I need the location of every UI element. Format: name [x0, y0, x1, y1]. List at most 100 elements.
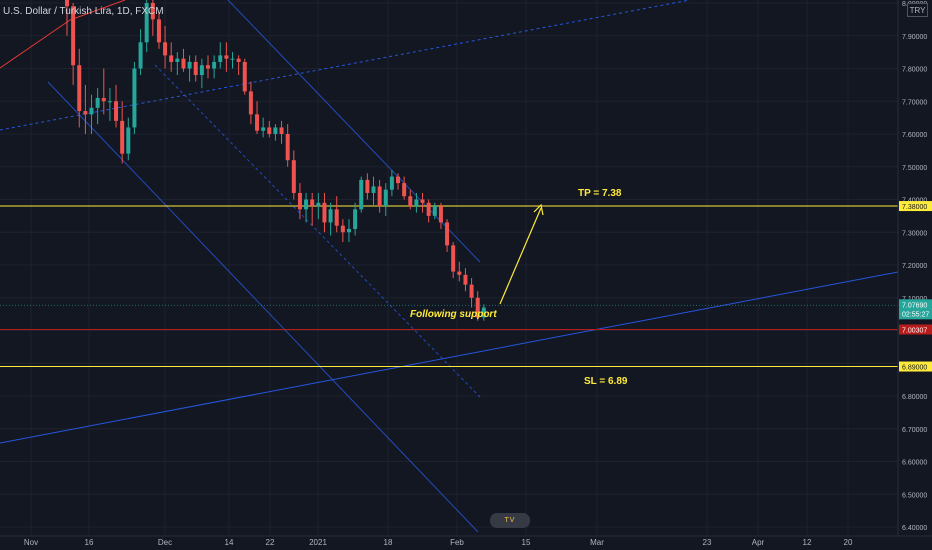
candle[interactable] [156, 12, 161, 49]
candle-body [187, 61, 192, 69]
candle[interactable] [150, 0, 155, 36]
candle[interactable] [353, 202, 358, 236]
candle[interactable] [120, 101, 125, 164]
candle-body [193, 61, 198, 76]
candle[interactable] [144, 0, 149, 53]
candle[interactable] [279, 120, 284, 144]
candle[interactable] [365, 173, 370, 200]
annotation-tp[interactable]: TP = 7.38 [578, 188, 622, 199]
candle[interactable] [420, 192, 425, 213]
candle[interactable] [199, 58, 204, 89]
candle-body [199, 65, 204, 76]
candle[interactable] [396, 173, 401, 190]
candle-body [469, 284, 474, 298]
candle[interactable] [77, 48, 82, 128]
candle[interactable] [463, 268, 468, 292]
candle[interactable] [114, 84, 119, 128]
candle[interactable] [469, 278, 474, 308]
candle[interactable] [389, 170, 394, 197]
candle[interactable] [107, 88, 112, 121]
candle[interactable] [71, 3, 76, 85]
trendline-red-2[interactable] [69, 0, 126, 21]
trendline-red[interactable] [0, 19, 71, 69]
candle[interactable] [175, 52, 180, 76]
candle-body [212, 61, 217, 69]
candle[interactable] [438, 202, 443, 229]
candle[interactable] [445, 219, 450, 252]
candle[interactable] [383, 183, 388, 216]
candle[interactable] [101, 68, 106, 115]
candle[interactable] [65, 0, 69, 36]
candle[interactable] [371, 176, 376, 207]
candle-body [279, 127, 284, 134]
candle-body [77, 65, 82, 112]
candle[interactable] [451, 242, 456, 279]
candle-body [365, 179, 370, 193]
candle-body [218, 55, 223, 62]
candle[interactable] [261, 117, 266, 138]
candle[interactable] [328, 202, 333, 236]
currency-label[interactable]: TRY [907, 3, 928, 17]
candle[interactable] [236, 55, 241, 76]
candle[interactable] [432, 202, 437, 220]
time-axis[interactable]: Nov 16 Dec 14 22 2021 18 Feb 15 Mar 23 Apr 12 20 [0, 535, 932, 547]
price-tick-label: 6.70000 [902, 427, 927, 434]
candle[interactable] [163, 25, 168, 69]
time-tick-label: Nov [24, 538, 38, 547]
candle[interactable] [193, 55, 198, 82]
candle[interactable] [322, 192, 327, 233]
candle[interactable] [285, 124, 290, 167]
candle[interactable] [212, 55, 217, 79]
candle[interactable] [414, 192, 419, 213]
candle[interactable] [316, 192, 321, 220]
candle[interactable] [89, 94, 94, 134]
candle[interactable] [273, 124, 278, 141]
candle-body [359, 179, 364, 210]
candle[interactable] [218, 42, 223, 69]
channel-upper-line[interactable] [227, 0, 481, 263]
candle[interactable] [359, 176, 364, 213]
level-axis-label-bg [899, 361, 932, 372]
candle[interactable] [138, 29, 143, 76]
candle[interactable] [304, 192, 309, 223]
candle-body [402, 183, 407, 197]
candle[interactable] [475, 291, 480, 321]
candle[interactable] [402, 176, 407, 200]
candle[interactable] [248, 81, 253, 125]
annotation-sl[interactable]: SL = 6.89 [584, 376, 628, 387]
candle[interactable] [205, 55, 210, 79]
candle[interactable] [291, 150, 296, 200]
candle[interactable] [457, 261, 462, 282]
candle[interactable] [297, 183, 302, 220]
candle[interactable] [224, 42, 229, 72]
candle-body [101, 97, 106, 102]
candle[interactable] [126, 117, 131, 161]
candle[interactable] [187, 55, 192, 82]
candle-body [457, 271, 462, 275]
candle[interactable] [408, 189, 413, 210]
candle[interactable] [132, 61, 137, 134]
candle-body [236, 58, 241, 62]
candle[interactable] [340, 219, 345, 243]
trendline-support-ascending[interactable] [0, 271, 899, 444]
candle[interactable] [377, 179, 382, 213]
candle[interactable] [169, 42, 174, 72]
candle[interactable] [334, 196, 339, 233]
candle[interactable] [426, 199, 431, 223]
candle[interactable] [181, 48, 186, 72]
candle[interactable] [267, 120, 272, 138]
annotation-following-support[interactable]: Following support [410, 309, 497, 320]
candle[interactable] [95, 88, 100, 125]
candle[interactable] [255, 101, 260, 134]
candle[interactable] [230, 52, 235, 69]
candle[interactable] [310, 192, 315, 226]
channel-lower-line[interactable] [47, 81, 479, 533]
candle[interactable] [242, 58, 247, 95]
candle[interactable] [346, 219, 351, 243]
candle[interactable] [83, 84, 88, 134]
symbol-title[interactable]: U.S. Dollar / Turkish Lira, 1D, FXCM [3, 6, 164, 17]
candle[interactable] [481, 304, 486, 321]
price-tick-label: 7.90000 [902, 34, 927, 41]
price-axis[interactable]: 6.400006.500006.600006.700006.800006.900… [897, 0, 932, 550]
